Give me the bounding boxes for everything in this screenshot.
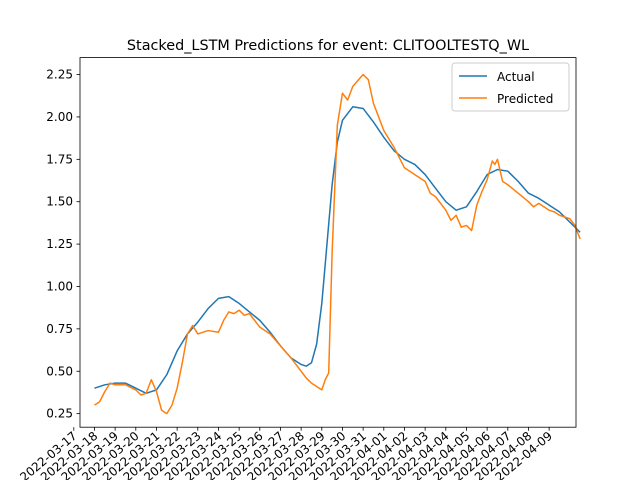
- y-tick-label: 1.25: [46, 237, 73, 251]
- chart-title: Stacked_LSTM Predictions for event: CLIT…: [127, 38, 529, 54]
- series-line-actual: [94, 106, 581, 395]
- legend-label-actual: Actual: [497, 70, 535, 84]
- series-layer: [94, 73, 581, 415]
- y-tick-label: 0.75: [46, 322, 73, 336]
- y-tick-label: 0.25: [46, 407, 73, 421]
- legend-label-predicted: Predicted: [497, 92, 553, 106]
- series-line-predicted: [94, 73, 581, 415]
- legend-box: [451, 62, 570, 112]
- x-axis: 2022-03-172022-03-182022-03-192022-03-20…: [17, 427, 555, 480]
- y-tick-label: 0.50: [46, 364, 73, 378]
- y-tick-label: 1.50: [46, 195, 73, 209]
- y-tick-label: 1.00: [46, 279, 73, 293]
- y-tick-label: 2.00: [46, 110, 73, 124]
- plot-frame: [79, 57, 577, 428]
- y-tick-label: 2.25: [46, 68, 73, 82]
- y-tick-label: 1.75: [46, 152, 73, 166]
- legend: Actual Predicted: [451, 62, 570, 112]
- y-axis: 0.25 0.50 0.75 1.00 1.25 1.50 1.75 2.00 2.25: [46, 68, 80, 421]
